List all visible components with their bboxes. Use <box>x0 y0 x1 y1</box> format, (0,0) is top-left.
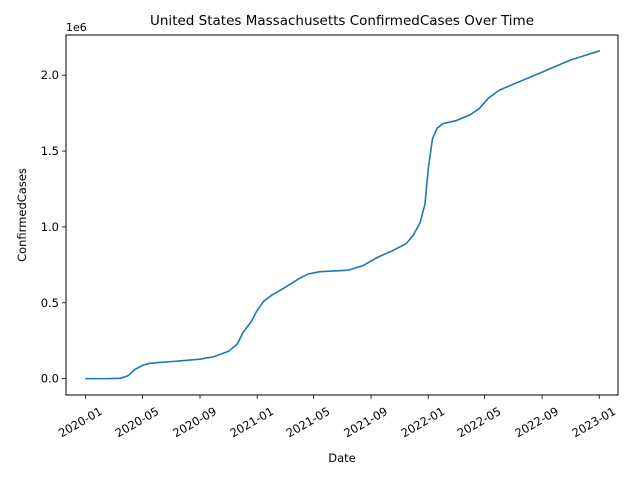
series-line-0 <box>84 50 601 380</box>
y-axis-offset-label: 1e6 <box>66 21 87 34</box>
y-tick-label: 1.0 <box>41 220 59 234</box>
x-axis-label: Date <box>328 451 356 465</box>
y-axis-label: ConfirmedCases <box>15 168 29 262</box>
y-tick-label: 0.5 <box>41 296 59 310</box>
y-tick-label: 2.0 <box>41 68 59 82</box>
axes-frame <box>65 34 619 396</box>
y-axis: 0.0 0.5 1.0 1.5 2.0 <box>41 68 66 386</box>
plot-area <box>84 50 601 380</box>
y-tick-label: 1.5 <box>41 144 59 158</box>
y-tick-label: 0.0 <box>41 372 59 386</box>
chart-title: United States Massachusetts ConfirmedCas… <box>150 13 534 29</box>
